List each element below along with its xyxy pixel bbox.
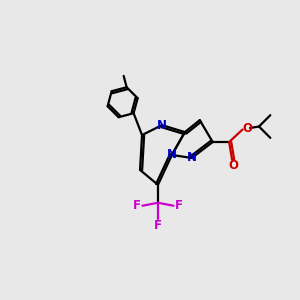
Text: O: O — [229, 159, 238, 172]
Text: N: N — [187, 152, 197, 164]
Text: N: N — [167, 148, 177, 161]
Text: F: F — [175, 199, 183, 212]
Text: F: F — [133, 199, 141, 212]
Text: N: N — [157, 118, 167, 132]
Text: F: F — [154, 219, 162, 232]
Text: O: O — [243, 122, 253, 134]
